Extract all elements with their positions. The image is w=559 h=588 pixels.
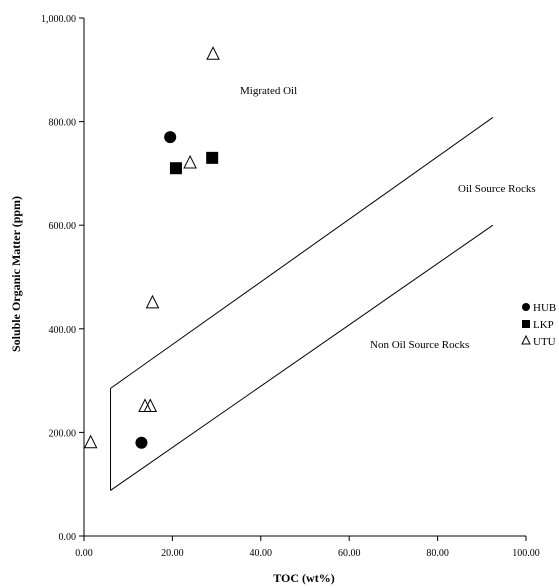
data-point-hub <box>135 436 148 449</box>
data-point-hub <box>164 131 177 144</box>
legend-label-utu: UTU <box>533 336 556 348</box>
y-tick-label: 0.00 <box>59 532 77 543</box>
legend-label-hub: HUB <box>533 302 556 314</box>
y-axis-title: Soluble Organic Matter (ppm) <box>9 196 23 352</box>
y-tick-label: 800.00 <box>49 118 77 129</box>
axes: 0.00 20.00 40.00 60.00 80.00 100.00 0.00 200.00… <box>41 14 540 559</box>
x-tick-label: 40.00 <box>250 548 273 559</box>
annotation-oil-source-rocks: Oil Source Rocks <box>458 183 536 195</box>
legend-label-lkp: LKP <box>533 319 554 331</box>
x-tick-label: 80.00 <box>426 548 449 559</box>
annotation-non-oil-source-rocks: Non Oil Source Rocks <box>370 339 469 351</box>
data-point-utu <box>145 294 160 309</box>
boundary-line <box>110 224 494 491</box>
classification-boundaries <box>110 117 494 491</box>
data-point-utu <box>206 46 220 60</box>
data-point-lkp <box>169 162 182 175</box>
data-points <box>83 46 220 449</box>
data-point-utu <box>83 434 98 449</box>
x-axis-title: TOC (wt%) <box>273 571 334 585</box>
x-tick-label: 0.00 <box>75 548 93 559</box>
x-tick-label: 100.00 <box>512 548 540 559</box>
y-tick-label: 200.00 <box>49 428 77 439</box>
annotation-migrated-oil: Migrated Oil <box>240 85 297 97</box>
boundary-line <box>110 117 494 389</box>
legend-marker-utu <box>521 334 531 345</box>
y-tick-label: 1,000.00 <box>41 14 76 25</box>
legend: HUB LKP UTU <box>521 302 556 348</box>
legend-marker-lkp <box>522 320 530 328</box>
x-tick-label: 60.00 <box>338 548 361 559</box>
y-tick-label: 400.00 <box>49 325 77 336</box>
data-point-lkp <box>206 151 219 164</box>
y-tick-label: 600.00 <box>49 221 77 232</box>
x-tick-label: 20.00 <box>161 548 184 559</box>
data-point-utu <box>183 154 197 169</box>
data-point-utu <box>143 398 158 412</box>
legend-marker-hub <box>522 303 530 311</box>
